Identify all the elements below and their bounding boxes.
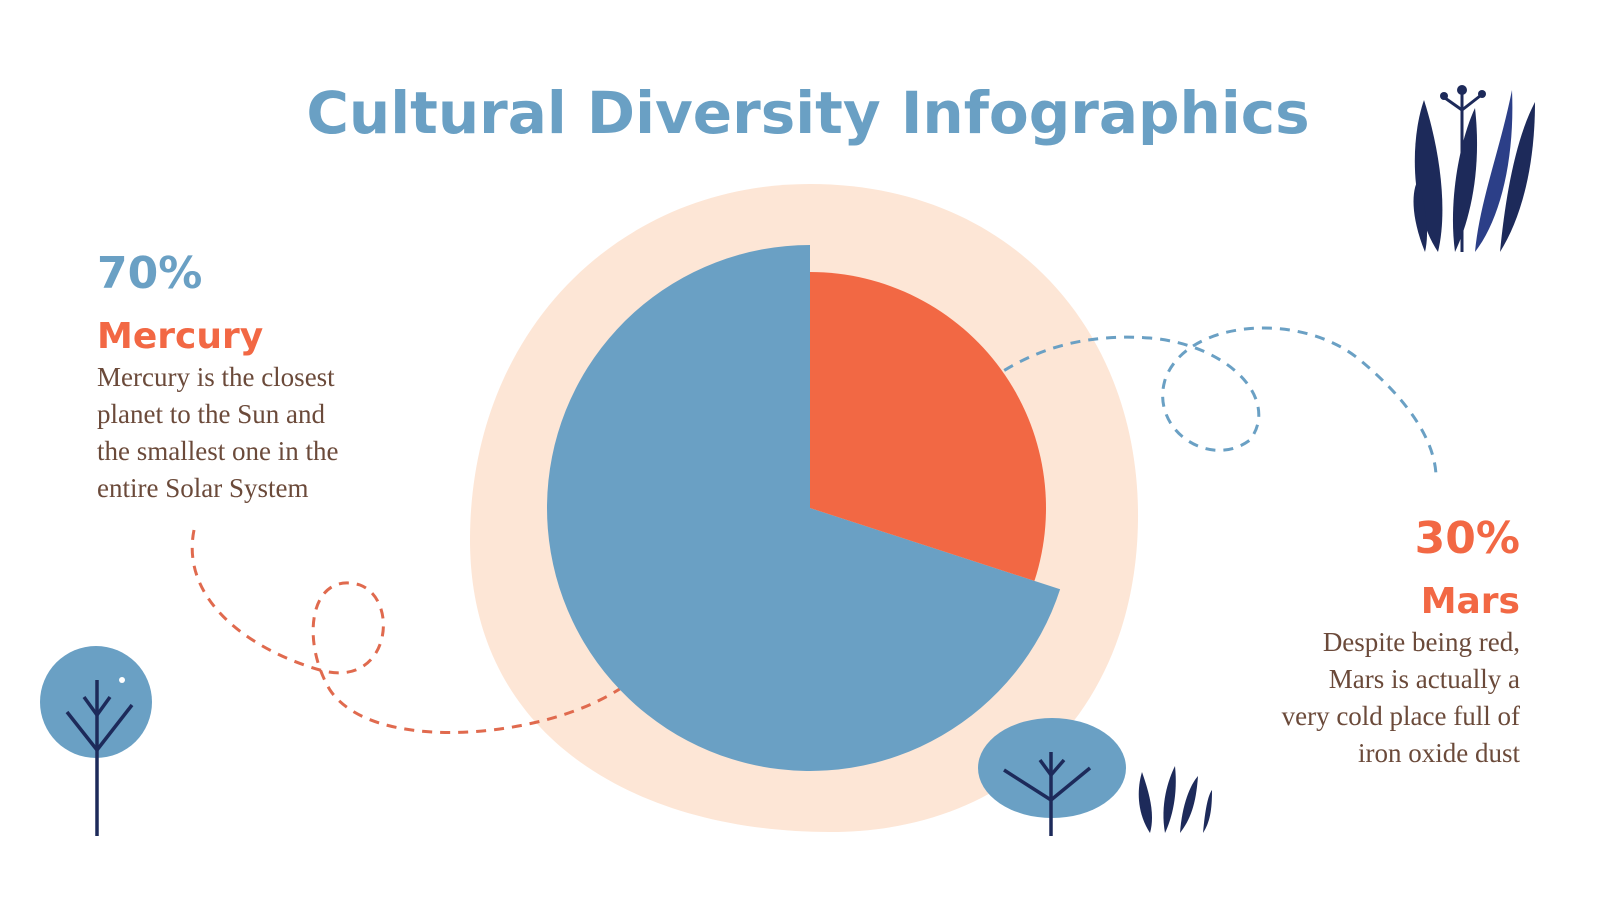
tree-bottom bbox=[978, 718, 1126, 836]
description-line: Despite being red, bbox=[1323, 627, 1520, 657]
description-line: iron oxide dust bbox=[1358, 738, 1520, 768]
grass bbox=[1138, 766, 1212, 833]
description-line: very cold place full of bbox=[1282, 701, 1520, 731]
description-line: the smallest one in the bbox=[97, 436, 338, 466]
chart-title: Cultural Diversity Infographics bbox=[306, 79, 1309, 147]
value-label: 30% bbox=[1415, 513, 1520, 564]
tree-left bbox=[40, 646, 152, 836]
description-line: planet to the Sun and bbox=[97, 399, 325, 429]
category-label: Mars bbox=[1421, 581, 1520, 622]
pie bbox=[547, 245, 1061, 771]
description-line: Mars is actually a bbox=[1329, 664, 1520, 694]
pie-slice bbox=[810, 272, 1046, 581]
labels: 70% Mercury Mercury is the closest planet t… bbox=[97, 248, 1520, 768]
plant bbox=[1413, 85, 1535, 252]
description-line: entire Solar System bbox=[97, 473, 308, 503]
pie-slice bbox=[547, 245, 1061, 771]
value-label: 70% bbox=[97, 248, 202, 299]
category-label: Mercury bbox=[97, 316, 263, 357]
dashed-decor bbox=[190, 326, 1438, 734]
description-line: Mercury is the closest bbox=[97, 362, 335, 392]
